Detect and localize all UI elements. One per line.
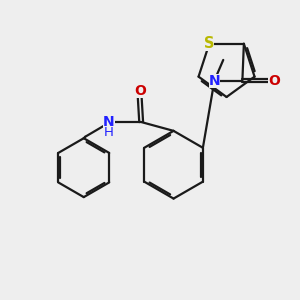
Text: O: O [134,83,146,98]
Text: S: S [204,36,214,51]
Text: O: O [268,74,280,88]
Text: N: N [208,74,220,88]
Text: H: H [104,126,114,139]
Text: N: N [103,115,115,129]
